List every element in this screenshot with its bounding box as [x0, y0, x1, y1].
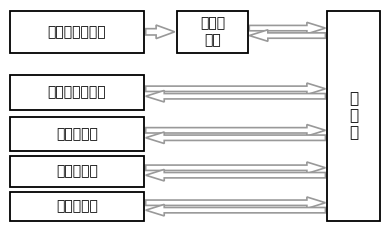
Text: 加载控制器: 加载控制器 — [56, 127, 98, 141]
Text: 数据采
集器: 数据采 集器 — [200, 17, 225, 47]
Polygon shape — [146, 205, 326, 216]
Bar — [10, 11, 144, 53]
Polygon shape — [146, 125, 326, 136]
Bar — [10, 117, 144, 151]
Polygon shape — [146, 83, 326, 95]
Text: 驱动电机控制器: 驱动电机控制器 — [48, 86, 106, 100]
Bar — [10, 192, 144, 221]
Text: 转矩传感器信号: 转矩传感器信号 — [48, 25, 106, 39]
Polygon shape — [249, 30, 326, 41]
Text: 换挡机械手: 换挡机械手 — [56, 165, 98, 179]
Text: 制动控制器: 制动控制器 — [56, 200, 98, 214]
Bar — [327, 11, 379, 221]
Bar — [10, 75, 144, 110]
Bar — [177, 11, 248, 53]
Polygon shape — [249, 22, 326, 34]
Polygon shape — [146, 162, 326, 173]
Text: 计
算
机: 计 算 机 — [349, 91, 358, 141]
Polygon shape — [146, 25, 175, 39]
Polygon shape — [146, 197, 326, 208]
Polygon shape — [146, 132, 326, 143]
Polygon shape — [146, 169, 326, 181]
Bar — [10, 156, 144, 187]
Polygon shape — [146, 91, 326, 102]
